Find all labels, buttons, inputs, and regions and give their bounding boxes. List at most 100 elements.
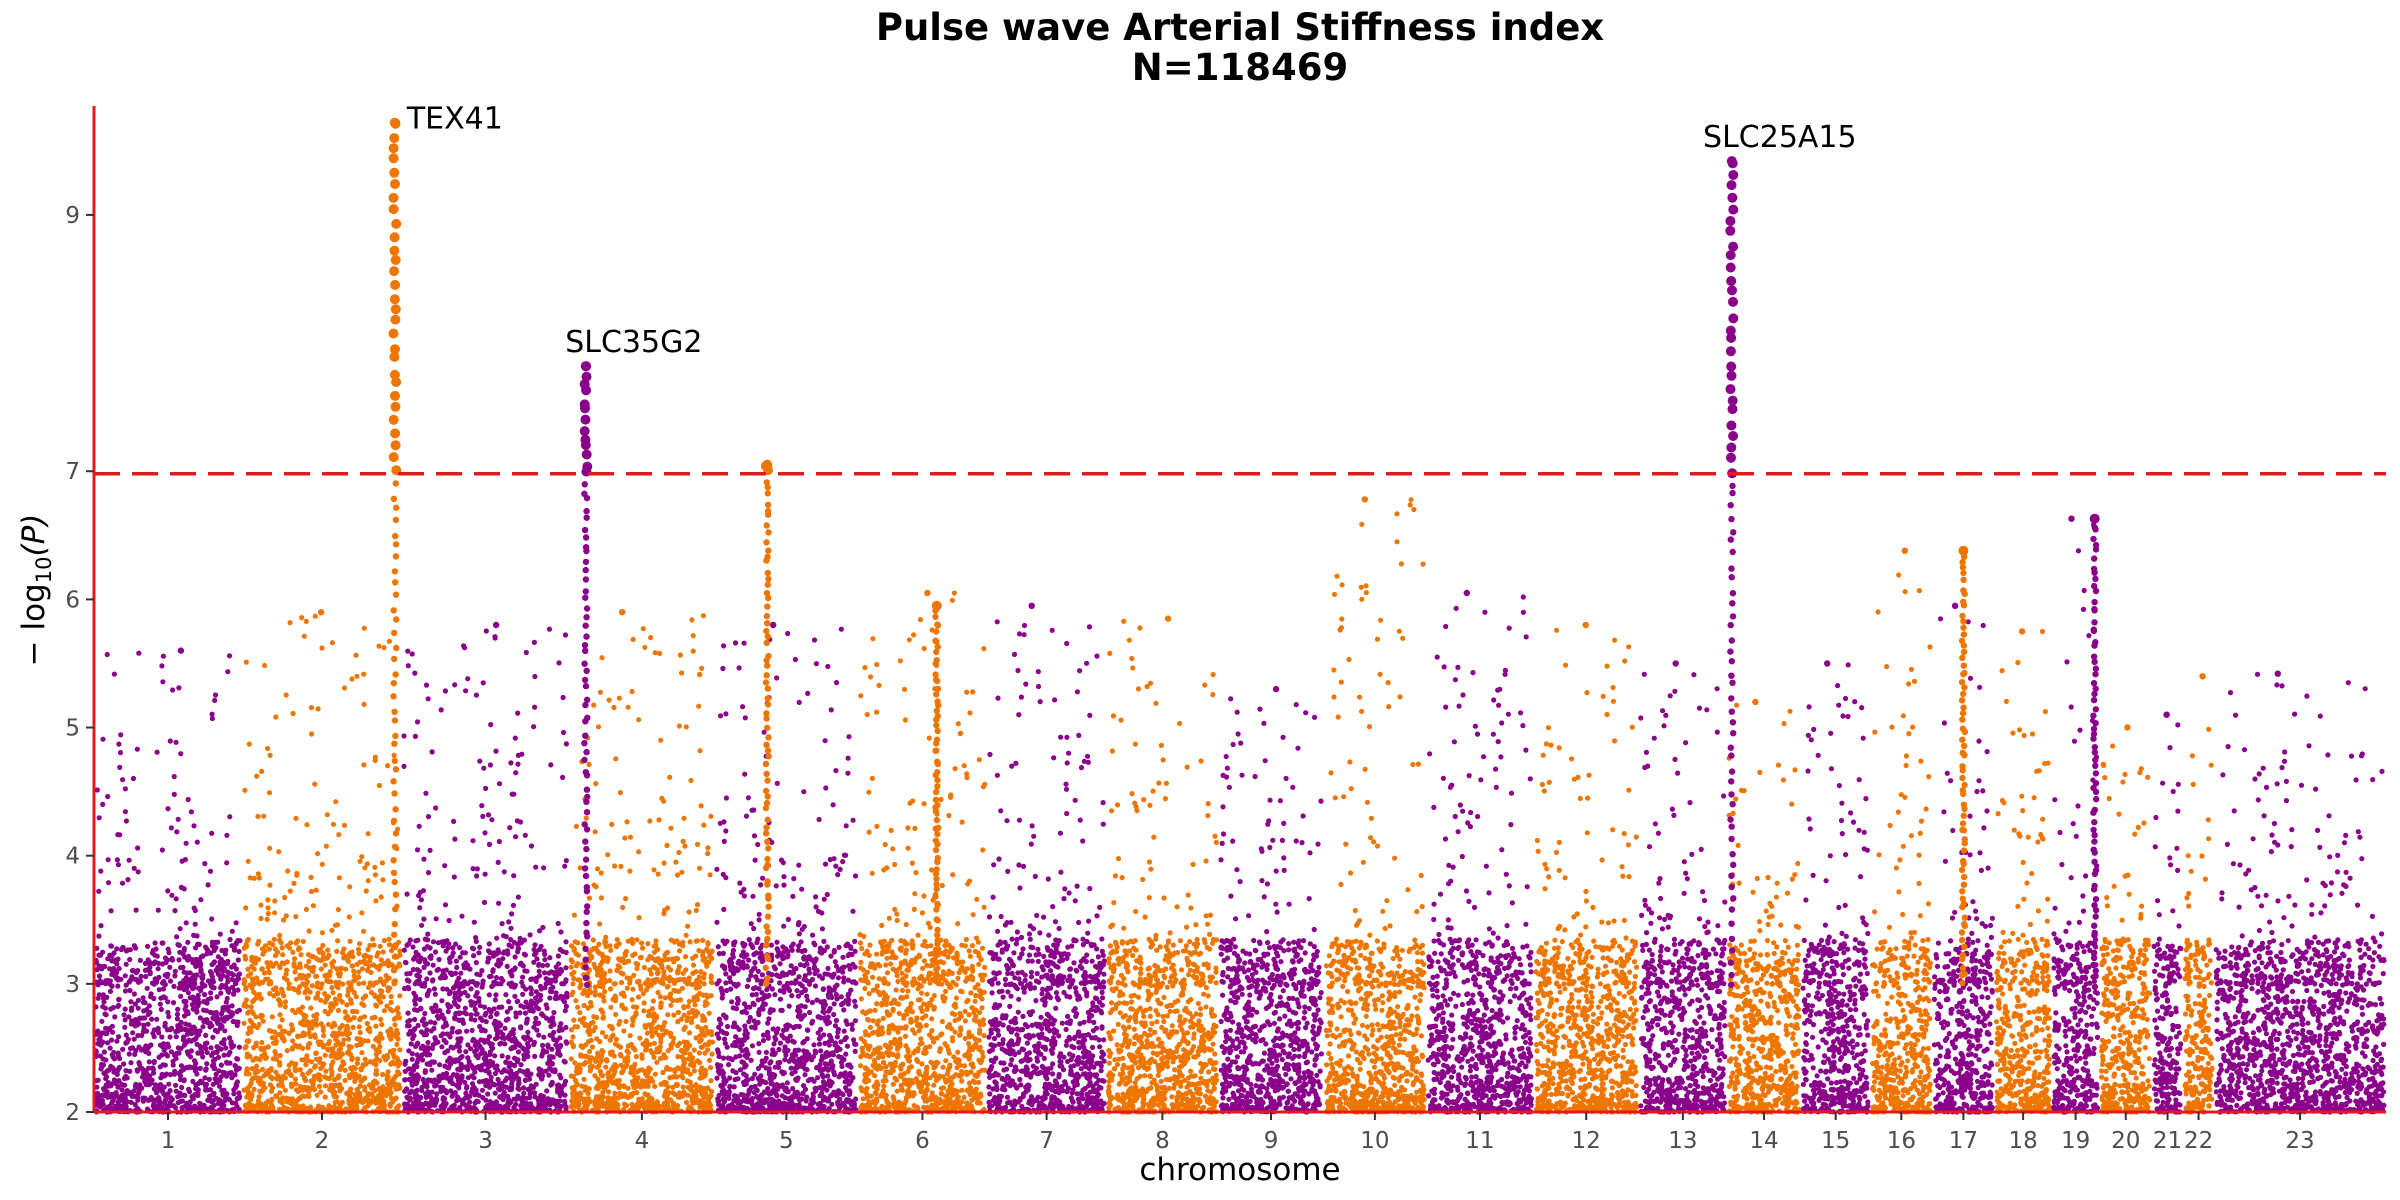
snp-point — [289, 1083, 295, 1090]
snp-point — [176, 1070, 182, 1076]
snp-point — [371, 1095, 377, 1101]
snp-point — [204, 1040, 210, 1046]
snp-point — [217, 931, 223, 937]
snp-point — [298, 952, 304, 958]
snp-point — [509, 1062, 515, 1068]
snp-point — [465, 676, 471, 682]
snp-point — [357, 858, 363, 864]
snp-point — [688, 777, 694, 784]
snp-point — [245, 1010, 251, 1016]
snp-point — [289, 1007, 296, 1013]
snp-point — [135, 1033, 141, 1039]
snp-point — [318, 1021, 324, 1027]
snp-point — [548, 1023, 554, 1029]
snp-point — [616, 695, 623, 701]
snp-point — [225, 669, 231, 675]
snp-point — [228, 1039, 234, 1045]
snp-point — [159, 1034, 165, 1040]
snp-point — [365, 1026, 371, 1033]
snp-point — [248, 1004, 254, 1010]
snp-point — [122, 809, 128, 815]
snp-point — [423, 1031, 430, 1038]
snp-point — [421, 983, 428, 989]
snp-point — [568, 957, 574, 963]
snp-point — [671, 1012, 677, 1018]
snp-point — [292, 987, 298, 993]
snp-point — [515, 761, 521, 767]
snp-point — [679, 869, 685, 875]
snp-point — [354, 673, 360, 679]
snp-point — [192, 907, 198, 914]
snp-point — [330, 821, 337, 827]
snp-point — [498, 981, 504, 987]
snp-point — [194, 972, 200, 978]
snp-point — [428, 1059, 434, 1065]
snp-point — [493, 1099, 499, 1105]
snp-point — [515, 1057, 521, 1063]
snp-point — [430, 939, 437, 945]
snp-point — [229, 964, 235, 970]
snp-point — [313, 1012, 319, 1018]
snp-point — [149, 1016, 155, 1022]
snp-point — [171, 773, 177, 780]
snp-point — [543, 1068, 549, 1074]
snp-point — [708, 1078, 714, 1084]
snp-point — [212, 692, 219, 698]
snp-point — [221, 1052, 227, 1058]
snp-point — [576, 1102, 582, 1108]
snp-point — [262, 948, 268, 954]
snp-point — [396, 1103, 402, 1109]
snp-point — [101, 999, 107, 1005]
snp-point — [186, 1022, 192, 1028]
snp-point — [653, 938, 659, 944]
snp-point — [471, 1002, 477, 1008]
snp-point — [191, 998, 197, 1004]
snp-point — [501, 950, 507, 956]
snp-point — [291, 880, 297, 887]
snp-point — [158, 1006, 164, 1013]
snp-point — [515, 894, 522, 900]
snp-point — [483, 1010, 489, 1017]
snp-point — [423, 1021, 429, 1027]
snp-point — [166, 1081, 172, 1087]
snp-point — [468, 1046, 474, 1052]
snp-point — [316, 1083, 323, 1089]
snp-point — [497, 1041, 503, 1047]
snp-point — [105, 880, 112, 886]
snp-point — [703, 959, 709, 965]
snp-point — [181, 1034, 187, 1040]
snp-point — [694, 902, 701, 908]
snp-point — [404, 942, 410, 948]
snp-point — [561, 1058, 567, 1064]
snp-point — [610, 1032, 616, 1038]
snp-point — [128, 1060, 134, 1066]
snp-point — [414, 1052, 420, 1058]
snp-point — [397, 1047, 403, 1053]
snp-point — [461, 978, 468, 985]
snp-point — [349, 1008, 355, 1015]
snp-point — [107, 1045, 113, 1051]
snp-point — [485, 948, 492, 954]
snp-point — [143, 973, 149, 980]
snp-point — [575, 1004, 581, 1010]
snp-point — [344, 1050, 350, 1056]
snp-point — [195, 1092, 201, 1099]
snp-point — [172, 1104, 178, 1111]
snp-point — [335, 1075, 341, 1081]
snp-point — [524, 1095, 530, 1101]
snp-point — [427, 954, 433, 960]
snp-point — [319, 1064, 325, 1070]
snp-point — [233, 966, 239, 972]
snp-point — [492, 1053, 498, 1059]
snp-point — [283, 692, 289, 698]
snp-point — [271, 936, 277, 943]
snp-point — [491, 1006, 497, 1012]
snp-point — [321, 1033, 327, 1039]
snp-point — [315, 851, 321, 857]
snp-point — [331, 1092, 337, 1098]
snp-point — [605, 852, 611, 858]
snp-point — [160, 1062, 166, 1068]
snp-point — [577, 1017, 583, 1023]
snp-point — [254, 975, 260, 981]
snp-point — [388, 1090, 394, 1096]
